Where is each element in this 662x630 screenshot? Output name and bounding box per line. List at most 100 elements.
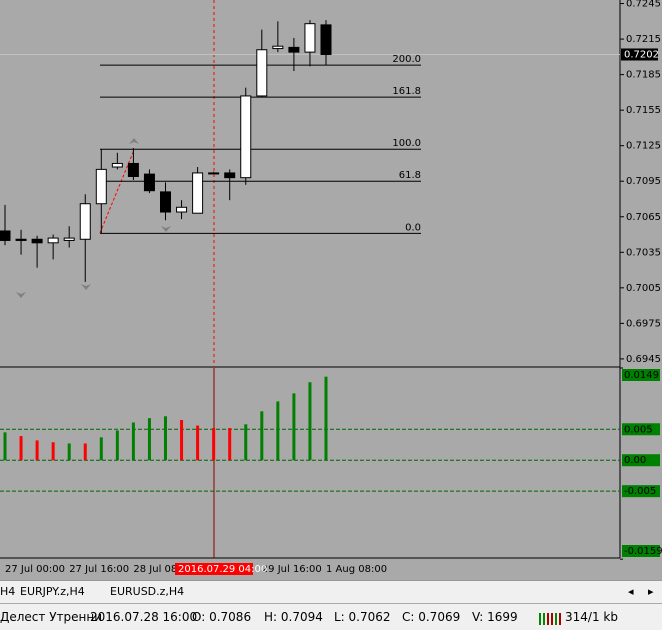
x-tick-label: 1 Aug 08:00 [326, 564, 387, 575]
y-tick-label: 0.0149 [624, 370, 659, 381]
status-traffic: 314/1 kb [565, 610, 618, 624]
crosshair-label-box [175, 563, 253, 575]
y-tick-label: 0.7125 [626, 141, 661, 152]
bar [3, 432, 7, 461]
fractal-arrows [16, 138, 171, 298]
status-high: H: 0.7094 [264, 610, 323, 624]
traffic-icon [539, 613, 561, 625]
candle-body [240, 95, 252, 179]
bar [260, 411, 264, 461]
status-bar: Делест Утренни 2016.07.28 16:00 O: 0.708… [0, 603, 662, 630]
fractal-down [161, 226, 171, 232]
y-tick-label: 0.6975 [626, 318, 661, 329]
candle-body [176, 206, 188, 213]
y-tick-box [622, 485, 660, 498]
bar [131, 422, 135, 461]
current-price-label: 0.7202 [624, 49, 659, 60]
bar [308, 382, 312, 461]
fib-level-label: 200.0 [392, 54, 421, 65]
status-time: 2016.07.28 16:00 [90, 610, 198, 624]
bar [292, 393, 296, 461]
y-tick-label: 0.7095 [626, 176, 661, 187]
fib-level-label: 100.0 [392, 138, 421, 149]
y-tick-box [622, 545, 660, 557]
bar [99, 437, 103, 461]
candle-body [143, 173, 155, 192]
y-tick-box [622, 423, 660, 436]
bar [196, 425, 200, 461]
tab-bar: H4 EURJPY.z,H4 EURUSD.z,H4 ◂ ▸ [0, 580, 662, 603]
candle-body [127, 162, 139, 177]
bar [115, 430, 119, 461]
bar [324, 376, 328, 461]
status-profile: Делест Утренни [0, 610, 103, 624]
chart-bg [0, 0, 662, 580]
candle-body [47, 237, 59, 244]
bar [147, 418, 151, 461]
bar [35, 440, 39, 461]
y-tick-label: 0.7155 [626, 105, 661, 116]
y-tick-label: 0.005 [624, 424, 653, 435]
status-low: L: 0.7062 [334, 610, 391, 624]
bar [228, 428, 232, 461]
y-tick-label: 0.7035 [626, 247, 661, 258]
fib-level-label: 0.0 [405, 222, 421, 233]
candle-body [304, 23, 316, 53]
candle-body [95, 168, 107, 205]
fractal-up [129, 138, 139, 144]
y-tick-label: 0.7215 [626, 34, 661, 45]
y-tick-box [622, 454, 660, 467]
candle-body [288, 46, 300, 53]
status-open: O: 0.7086 [192, 610, 252, 624]
chart-tab[interactable]: H4 [0, 585, 16, 598]
x-tick-label: 27 Jul 00:00 [5, 564, 65, 575]
y-tick-label: 0.7245 [626, 0, 661, 10]
bar [212, 428, 216, 461]
candle-body [160, 191, 171, 213]
bar [164, 416, 167, 461]
candle-body [320, 24, 332, 55]
candle-body [111, 162, 123, 168]
x-tick-label: 28 Jul 08: [133, 564, 180, 575]
candle-body [192, 172, 204, 214]
status-volume: V: 1699 [472, 610, 518, 624]
candle-body [208, 172, 220, 175]
chart-tab[interactable]: EURUSD.z,H4 [110, 585, 185, 598]
candle-body [63, 237, 75, 241]
y-tick-label: 0.00 [624, 455, 646, 466]
status-close: C: 0.7069 [402, 610, 461, 624]
current-price-box [621, 48, 658, 61]
chart: 0.7245 0.7215 0.7185 0.7155 0.7125 0.7095 0.70… [0, 0, 662, 580]
fib-level-label: 61.8 [399, 170, 421, 181]
scroll-right[interactable]: ▸ [648, 585, 654, 598]
bar [67, 443, 71, 461]
candle-body [272, 45, 284, 50]
bar [51, 442, 55, 461]
x-tick-label: 29 Jul 16:00 [262, 564, 322, 575]
y-tick-label: 0.6945 [626, 354, 661, 365]
candle-body [31, 238, 43, 244]
y-tick-label: 0.7005 [626, 283, 661, 294]
y-tick-label: 0.7185 [626, 70, 661, 81]
candle-body [0, 230, 11, 241]
x-tick-label: 27 Jul 16:00 [69, 564, 129, 575]
fib-level-label: 161.8 [392, 86, 421, 97]
bar [19, 436, 23, 461]
candle-body [224, 172, 236, 179]
y-tick-box [622, 369, 660, 381]
candle-body [15, 238, 27, 241]
y-tick-label: -0.01599 [624, 546, 662, 557]
fractal-down [16, 292, 26, 298]
y-tick-label: -0.005 [624, 486, 656, 497]
bar [180, 419, 184, 461]
scroll-left[interactable]: ◂ [628, 585, 634, 598]
crosshair-label: 2016.07.29 04:00 [178, 564, 267, 575]
bar [244, 424, 248, 461]
candle-body [256, 49, 268, 97]
y-tick-label: 0.7065 [626, 212, 661, 223]
chart-tab[interactable]: EURJPY.z,H4 [20, 585, 85, 598]
bar [83, 443, 87, 461]
candle-body [79, 203, 91, 240]
bar [276, 401, 280, 461]
